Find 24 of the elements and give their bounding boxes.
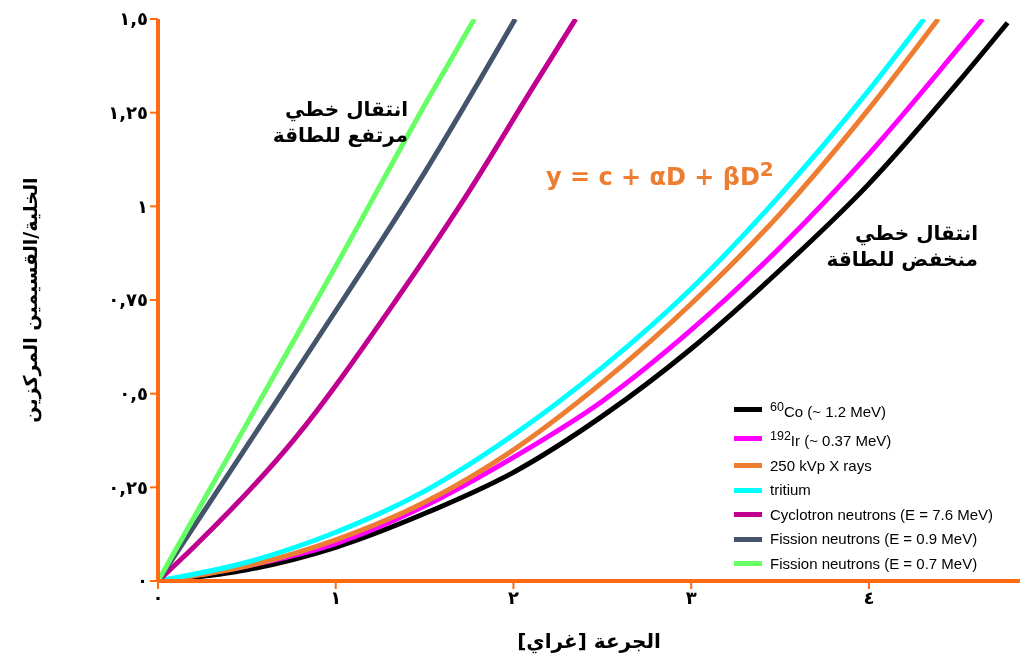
y-tick-label: ٠	[137, 570, 148, 592]
x-tick-label: ٠	[152, 586, 164, 608]
annotation: y = c + αD + βD$^{2}$	[546, 156, 775, 193]
annotation: انتقال خطي منخفض للطاقة	[825, 220, 978, 272]
x-tick-label: ٣	[685, 586, 697, 608]
legend-label: 250 kVp X rays	[769, 455, 872, 476]
y-tick-label: ٠,٥	[119, 383, 148, 405]
legend-label: Fission neutrons (E = 0.9 MeV)	[769, 529, 978, 549]
y-tick-label: ٠,٢٥	[108, 476, 148, 498]
legend-label: $^{60}$Co (~ 1.2 MeV)	[769, 398, 887, 422]
y-tick-label: ١,٢٥	[108, 102, 148, 124]
y-tick-label: ١	[137, 195, 148, 217]
legend-label: Fission neutrons (E = 0.7 MeV)	[769, 553, 978, 574]
x-axis-title: الجرعة [غراي]	[517, 629, 661, 654]
legend-label: tritium	[769, 480, 811, 500]
y-tick-label: ٠,٧٥	[108, 289, 148, 311]
x-tick-label: ٤	[863, 586, 875, 608]
legend-label: Cyclotron neutrons (E = 7.6 MeV)	[769, 504, 993, 525]
y-axis-title: الخلية/القسيمين المركزين	[18, 177, 42, 423]
annotation: انتقال خطي مرتفع للطاقة	[271, 96, 408, 148]
x-tick-label: ٢	[507, 586, 519, 608]
legend-label: $^{192}$Ir (~ 0.37 MeV)	[769, 428, 892, 451]
y-tick-label: ١,٥	[119, 8, 148, 30]
x-tick-label: ١	[330, 586, 342, 608]
